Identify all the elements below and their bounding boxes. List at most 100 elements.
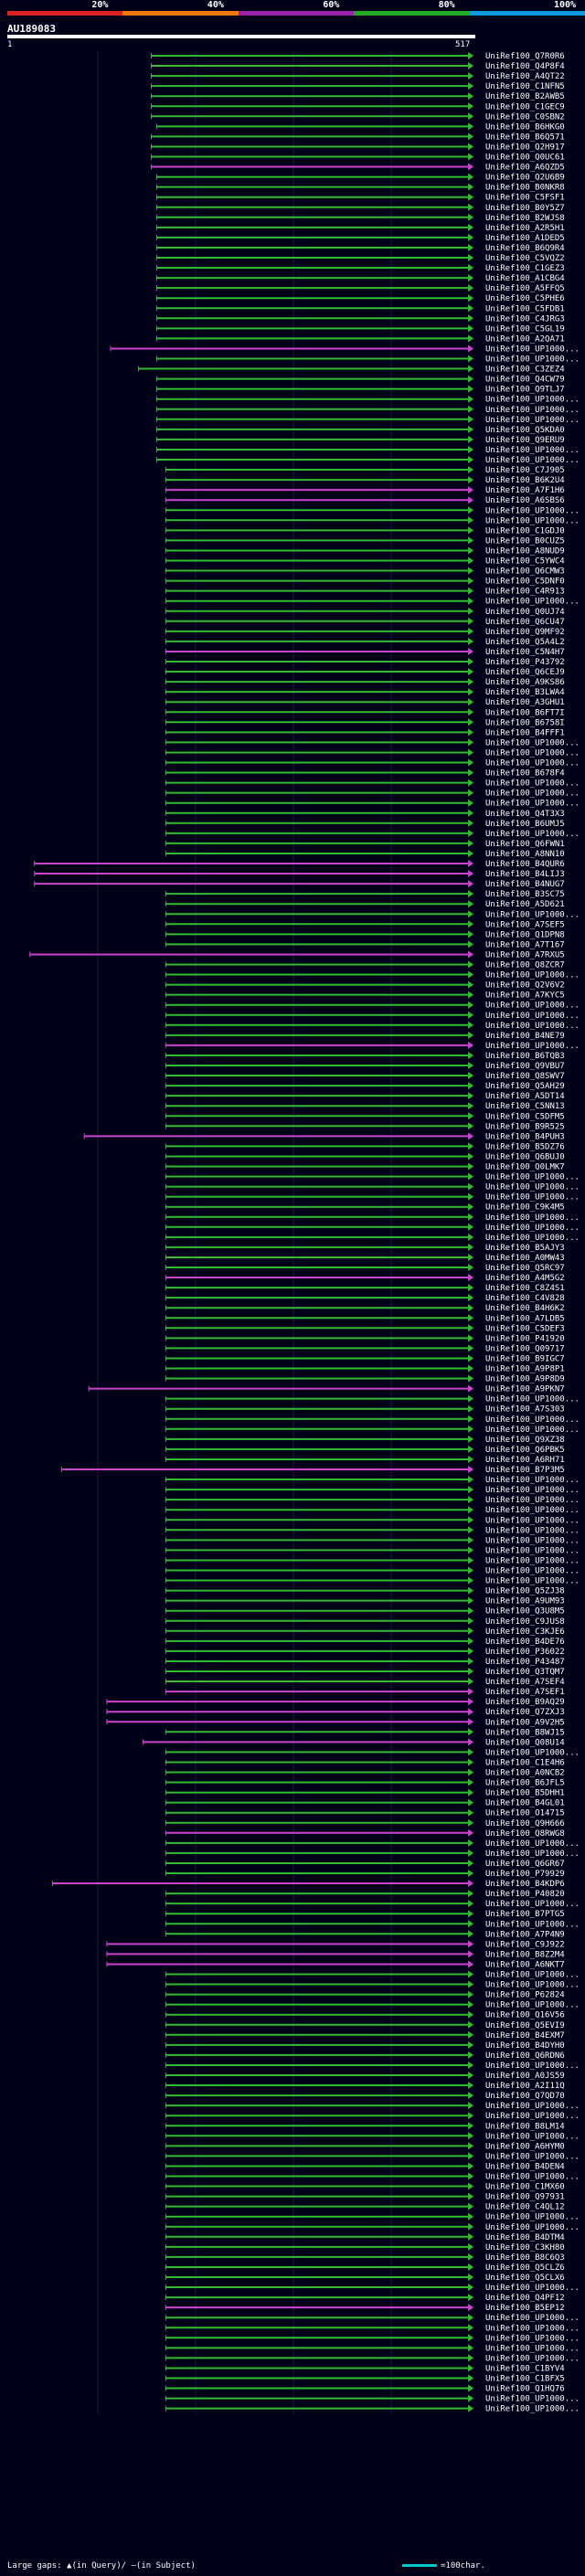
hit-label[interactable]: UniRef100_C7J905 — [485, 466, 565, 475]
hit-label[interactable]: UniRef100_P40820 — [485, 1890, 565, 1899]
hit-label[interactable]: UniRef100_UP1000... — [485, 506, 580, 515]
hit-label[interactable]: UniRef100_UP1000... — [485, 1536, 580, 1545]
hit-label[interactable]: UniRef100_B5EP12 — [485, 2304, 565, 2313]
hit-label[interactable]: UniRef100_Q8RWG8 — [485, 1829, 565, 1839]
hit-label[interactable]: UniRef100_C5VQZ2 — [485, 254, 565, 263]
hit-label[interactable]: UniRef100_UP1000... — [485, 1516, 580, 1525]
hit-label[interactable]: UniRef100_UP1000... — [485, 446, 580, 455]
hit-label[interactable]: UniRef100_P43792 — [485, 658, 565, 667]
hit-label[interactable]: UniRef100_A1CBG4 — [485, 274, 565, 283]
hit-label[interactable]: UniRef100_Q5EVI9 — [485, 2021, 565, 2030]
hit-label[interactable]: UniRef100_Q5ZJ38 — [485, 1587, 565, 1596]
hit-label[interactable]: UniRef100_A4QT22 — [485, 72, 565, 81]
hit-label[interactable]: UniRef100_UP1000... — [485, 416, 580, 425]
hit-label[interactable]: UniRef100_B2WJS8 — [485, 214, 565, 223]
hit-label[interactable]: UniRef100_Q7QD70 — [485, 2092, 565, 2101]
hit-label[interactable]: UniRef100_B6K2U4 — [485, 476, 565, 485]
hit-label[interactable]: UniRef100_Q7R0R6 — [485, 52, 565, 61]
hit-label[interactable]: UniRef100_C9JUS8 — [485, 1617, 565, 1627]
hit-label[interactable]: UniRef100_Q6BUJ0 — [485, 1152, 565, 1161]
hit-label[interactable]: UniRef100_B6FT7I — [485, 708, 565, 717]
hit-label[interactable]: UniRef100_A3GHU1 — [485, 698, 565, 707]
hit-label[interactable]: UniRef100_UP1000... — [485, 2395, 580, 2404]
hit-label[interactable]: UniRef100_UP1000... — [485, 2223, 580, 2232]
hit-label[interactable]: UniRef100_UP1000... — [485, 1850, 580, 1859]
hit-label[interactable]: UniRef100_B4KDP6 — [485, 1880, 565, 1889]
hit-label[interactable]: UniRef100_UP1000... — [485, 779, 580, 789]
hit-label[interactable]: UniRef100_B4DTM4 — [485, 2233, 565, 2242]
hit-label[interactable]: UniRef100_Q0UJ74 — [485, 608, 565, 617]
hit-label[interactable]: UniRef100_B4LIJ3 — [485, 870, 565, 879]
hit-label[interactable]: UniRef100_UP1000... — [485, 1496, 580, 1505]
hit-label[interactable]: UniRef100_UP1000... — [485, 1839, 580, 1849]
hit-label[interactable]: UniRef100_B5AJY3 — [485, 1244, 565, 1253]
hit-label[interactable]: UniRef100_B4DYH0 — [485, 2041, 565, 2051]
hit-label[interactable]: UniRef100_UP1000... — [485, 1173, 580, 1182]
hit-label[interactable]: UniRef100_Q4P8F4 — [485, 62, 565, 71]
hit-label[interactable]: UniRef100_A8NUD9 — [485, 546, 565, 556]
hit-label[interactable]: UniRef100_Q6RDN6 — [485, 2051, 565, 2061]
hit-label[interactable]: UniRef100_B6JFL5 — [485, 1779, 565, 1788]
hit-label[interactable]: UniRef100_P36022 — [485, 1648, 565, 1657]
hit-label[interactable]: UniRef100_A9P8P1 — [485, 1365, 565, 1374]
hit-label[interactable]: UniRef100_UP1000... — [485, 396, 580, 405]
hit-label[interactable]: UniRef100_UP1000... — [485, 516, 580, 525]
hit-label[interactable]: UniRef100_A6NKT7 — [485, 1960, 565, 1969]
hit-label[interactable]: UniRef100_A9PKN7 — [485, 1385, 565, 1394]
hit-label[interactable]: UniRef100_UP1000... — [485, 2405, 580, 2414]
hit-label[interactable]: UniRef100_C1GDJ0 — [485, 526, 565, 535]
hit-label[interactable]: UniRef100_Q9TLJ7 — [485, 386, 565, 395]
hit-label[interactable]: UniRef100_A0MW43 — [485, 1254, 565, 1263]
hit-label[interactable]: UniRef100_Q6CEJ9 — [485, 668, 565, 677]
hit-label[interactable]: UniRef100_Q6CU47 — [485, 618, 565, 627]
hit-label[interactable]: UniRef100_A9V2H5 — [485, 1718, 565, 1727]
hit-label[interactable]: UniRef100_UP1000... — [485, 2102, 580, 2111]
hit-label[interactable]: UniRef100_Q5KDA0 — [485, 426, 565, 435]
hit-label[interactable]: UniRef100_C3KJE6 — [485, 1627, 565, 1637]
hit-label[interactable]: UniRef100_Q0UC61 — [485, 154, 565, 163]
hit-label[interactable]: UniRef100_UP1000... — [485, 738, 580, 747]
hit-label[interactable]: UniRef100_UP1000... — [485, 1546, 580, 1555]
hit-label[interactable]: UniRef100_A7P4N9 — [485, 1930, 565, 1939]
hit-label[interactable]: UniRef100_A2I11Q — [485, 2082, 565, 2091]
hit-label[interactable]: UniRef100_Q5CLX6 — [485, 2274, 565, 2283]
hit-label[interactable]: UniRef100_Q9H666 — [485, 1819, 565, 1829]
hit-label[interactable]: UniRef100_A0NCB2 — [485, 1769, 565, 1778]
hit-label[interactable]: UniRef100_B0Y5Z7 — [485, 204, 565, 213]
hit-label[interactable]: UniRef100_UP1000... — [485, 2152, 580, 2161]
hit-label[interactable]: UniRef100_C4QL12 — [485, 2203, 565, 2212]
hit-label[interactable]: UniRef100_UP1000... — [485, 2173, 580, 2182]
hit-label[interactable]: UniRef100_C5DEF3 — [485, 1324, 565, 1333]
hit-label[interactable]: UniRef100_B7PTG5 — [485, 1910, 565, 1919]
hit-label[interactable]: UniRef100_UP1000... — [485, 2354, 580, 2363]
hit-label[interactable]: UniRef100_Q0LMK7 — [485, 1163, 565, 1172]
hit-label[interactable]: UniRef100_Q2V6V2 — [485, 981, 565, 991]
hit-label[interactable]: UniRef100_UP1000... — [485, 2213, 580, 2222]
hit-label[interactable]: UniRef100_C9K4M5 — [485, 1203, 565, 1213]
hit-label[interactable]: UniRef100_B6Q571 — [485, 133, 565, 142]
hit-label[interactable]: UniRef100_Q9MF92 — [485, 628, 565, 637]
hit-label[interactable]: UniRef100_UP1000... — [485, 1395, 580, 1405]
hit-label[interactable]: UniRef100_C5PHE6 — [485, 294, 565, 303]
hit-label[interactable]: UniRef100_C5N4H7 — [485, 648, 565, 657]
hit-label[interactable]: UniRef100_Q3TQM7 — [485, 1668, 565, 1677]
hit-label[interactable]: UniRef100_Q16V56 — [485, 2011, 565, 2020]
hit-label[interactable]: UniRef100_B9AQ29 — [485, 1698, 565, 1707]
hit-label[interactable]: UniRef100_C5DNF0 — [485, 578, 565, 587]
hit-label[interactable]: UniRef100_B6TQB3 — [485, 1052, 565, 1061]
hit-label[interactable]: UniRef100_UP1000... — [485, 2344, 580, 2353]
hit-label[interactable]: UniRef100_A5D621 — [485, 900, 565, 909]
hit-label[interactable]: UniRef100_B0CUZ5 — [485, 536, 565, 546]
hit-label[interactable]: UniRef100_UP1000... — [485, 345, 580, 354]
hit-label[interactable]: UniRef100_Q4T3X3 — [485, 810, 565, 819]
hit-label[interactable]: UniRef100_UP1000... — [485, 1556, 580, 1565]
hit-label[interactable]: UniRef100_A5DT14 — [485, 1092, 565, 1101]
hit-label[interactable]: UniRef100_B4NE79 — [485, 1032, 565, 1041]
hit-label[interactable]: UniRef100_UP1000... — [485, 1748, 580, 1757]
hit-label[interactable]: UniRef100_A2QA71 — [485, 334, 565, 344]
hit-label[interactable]: UniRef100_UP1000... — [485, 1971, 580, 1980]
hit-label[interactable]: UniRef100_UP1000... — [485, 1193, 580, 1203]
hit-label[interactable]: UniRef100_UP1000... — [485, 1214, 580, 1223]
hit-label[interactable]: UniRef100_UP1000... — [485, 1183, 580, 1193]
hit-label[interactable]: UniRef100_A7S303 — [485, 1405, 565, 1415]
